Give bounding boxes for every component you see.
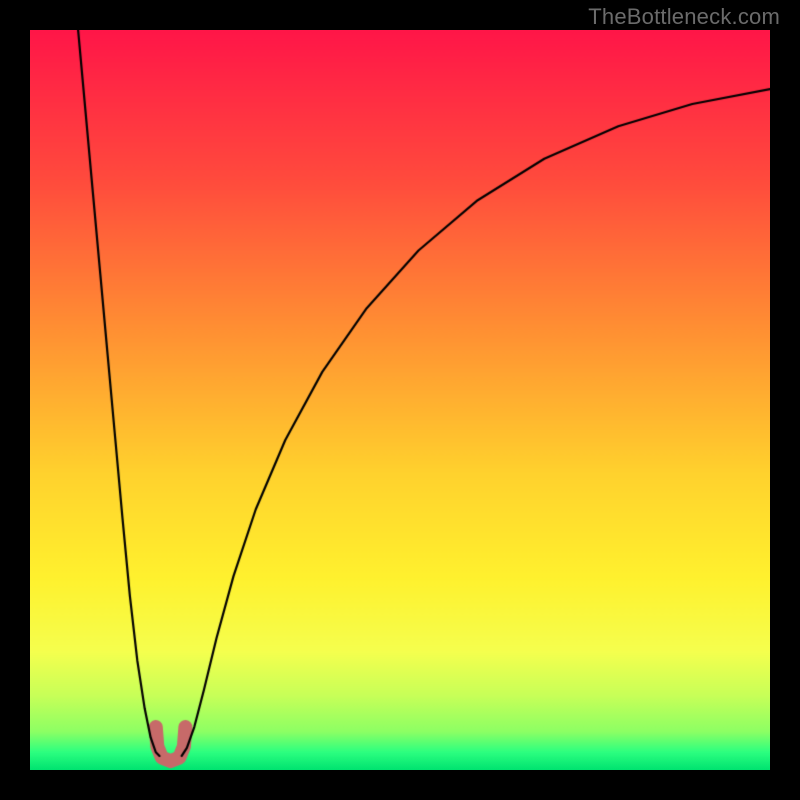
watermark-text: TheBottleneck.com [588,4,780,30]
figure-root: TheBottleneck.com [0,0,800,800]
plot-area [30,30,770,770]
bottleneck-curve-chart [30,30,770,770]
